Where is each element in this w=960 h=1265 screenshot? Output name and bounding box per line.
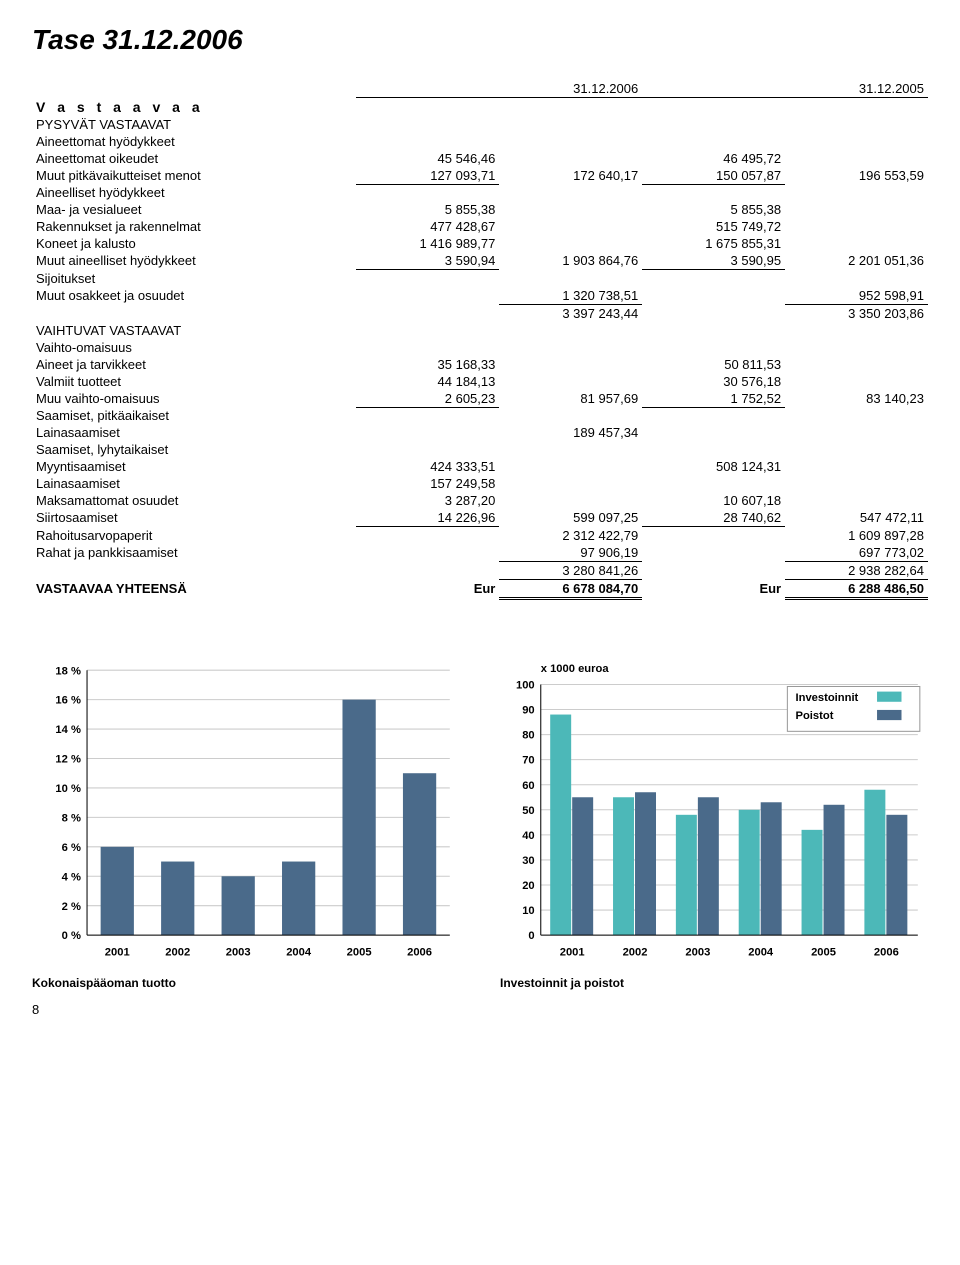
table-row: 3 397 243,443 350 203,86 <box>32 304 928 322</box>
col-date-right: 31.12.2005 <box>785 80 928 98</box>
table-row: Siirtosaamiset14 226,96599 097,2528 740,… <box>32 509 928 527</box>
svg-text:2002: 2002 <box>623 946 648 958</box>
vastaavaa-heading: V a s t a a v a a <box>32 98 356 116</box>
svg-text:16 %: 16 % <box>55 694 81 706</box>
svg-text:50: 50 <box>522 804 534 816</box>
total-right: 6 288 486,50 <box>785 579 928 598</box>
svg-text:2006: 2006 <box>407 946 432 958</box>
svg-text:10 %: 10 % <box>55 783 81 795</box>
svg-text:8 %: 8 % <box>62 812 81 824</box>
table-row: Myyntisaamiset424 333,51508 124,31 <box>32 458 928 475</box>
section-saam-lyhyt: Saamiset, lyhytaikaiset <box>32 441 356 458</box>
svg-text:10: 10 <box>522 905 534 917</box>
table-row: Muut aineelliset hyödykkeet3 590,941 903… <box>32 252 928 270</box>
col-date-left: 31.12.2006 <box>499 80 642 98</box>
svg-text:0 %: 0 % <box>62 930 81 942</box>
chart-kokonaispaaoman: 0 % 2 % 4 % 6 % 8 % 10 % 12 % 14 % 16 % 18 % 2001 2… <box>32 660 460 991</box>
table-row: Rakennukset ja rakennelmat477 428,67515 … <box>32 218 928 235</box>
svg-text:100: 100 <box>516 679 535 691</box>
svg-text:2001: 2001 <box>560 946 585 958</box>
section-aineettomat: Aineettomat hyödykkeet <box>32 133 356 150</box>
svg-text:60: 60 <box>522 779 534 791</box>
svg-text:x 1000 euroa: x 1000 euroa <box>541 663 610 675</box>
svg-text:14 %: 14 % <box>55 724 81 736</box>
svg-text:2004: 2004 <box>286 946 312 958</box>
table-row: Rahoitusarvopaperit2 312 422,791 609 897… <box>32 527 928 544</box>
section-saam-pitka: Saamiset, pitkäaikaiset <box>32 407 356 424</box>
table-row: Aineettomat oikeudet45 546,4646 495,72 <box>32 150 928 167</box>
section-sijoitukset: Sijoitukset <box>32 270 356 287</box>
balance-sheet: 31.12.2006 31.12.2005 V a s t a a v a a … <box>32 80 928 600</box>
table-row: Muut osakkeet ja osuudet1 320 738,51952 … <box>32 287 928 305</box>
page-title: Tase 31.12.2006 <box>32 24 928 56</box>
total-left: 6 678 084,70 <box>499 579 642 598</box>
svg-text:2006: 2006 <box>874 946 899 958</box>
svg-text:2003: 2003 <box>226 946 251 958</box>
table-row: Aineet ja tarvikkeet35 168,3350 811,53 <box>32 356 928 373</box>
chart2-title: Investoinnit ja poistot <box>500 976 928 990</box>
table-row: Muut pitkävaikutteiset menot127 093,7117… <box>32 167 928 185</box>
svg-text:4 %: 4 % <box>62 871 81 883</box>
table-row: Muu vaihto-omaisuus2 605,2381 957,691 75… <box>32 390 928 408</box>
svg-text:2 %: 2 % <box>62 900 81 912</box>
svg-text:0: 0 <box>528 930 534 942</box>
svg-text:Investoinnit: Investoinnit <box>796 691 859 703</box>
section-pysyvat: PYSYVÄT VASTAAVAT <box>32 116 356 133</box>
chart-investoinnit: x 1000 euroa 0 10 20 30 40 50 60 70 80 90 100 2001 20… <box>500 660 928 991</box>
svg-text:2005: 2005 <box>811 946 836 958</box>
svg-text:6 %: 6 % <box>62 841 81 853</box>
svg-text:70: 70 <box>522 754 534 766</box>
svg-text:40: 40 <box>522 829 534 841</box>
svg-text:2004: 2004 <box>748 946 774 958</box>
table-row: Rahat ja pankkisaamiset97 906,19697 773,… <box>32 544 928 562</box>
table-row: Maksamattomat osuudet3 287,2010 607,18 <box>32 492 928 509</box>
section-aineelliset: Aineelliset hyödykkeet <box>32 184 356 201</box>
table-row: Lainasaamiset157 249,58 <box>32 475 928 492</box>
table-row: 3 280 841,262 938 282,64 <box>32 561 928 579</box>
total-curr-left: Eur <box>356 579 499 598</box>
table-row: Valmiit tuotteet44 184,1330 576,18 <box>32 373 928 390</box>
svg-text:Poistot: Poistot <box>796 710 834 722</box>
svg-text:30: 30 <box>522 855 534 867</box>
svg-text:2002: 2002 <box>165 946 190 958</box>
table-row: Maa- ja vesialueet5 855,385 855,38 <box>32 201 928 218</box>
svg-text:80: 80 <box>522 729 534 741</box>
total-label: VASTAAVAA YHTEENSÄ <box>32 579 356 598</box>
total-curr-right: Eur <box>642 579 785 598</box>
section-vaihto: Vaihto-omaisuus <box>32 339 356 356</box>
svg-text:2003: 2003 <box>685 946 710 958</box>
svg-text:2001: 2001 <box>105 946 130 958</box>
table-row: Koneet ja kalusto1 416 989,771 675 855,3… <box>32 235 928 252</box>
table-row: Lainasaamiset189 457,34 <box>32 424 928 441</box>
page-number: 8 <box>32 1002 928 1017</box>
svg-text:18 %: 18 % <box>55 665 81 677</box>
section-vaihtuvat: VAIHTUVAT VASTAAVAT <box>32 322 356 339</box>
svg-text:12 %: 12 % <box>55 753 81 765</box>
svg-text:2005: 2005 <box>347 946 372 958</box>
svg-text:90: 90 <box>522 704 534 716</box>
chart1-title: Kokonaispääoman tuotto <box>32 976 460 990</box>
svg-text:20: 20 <box>522 880 534 892</box>
